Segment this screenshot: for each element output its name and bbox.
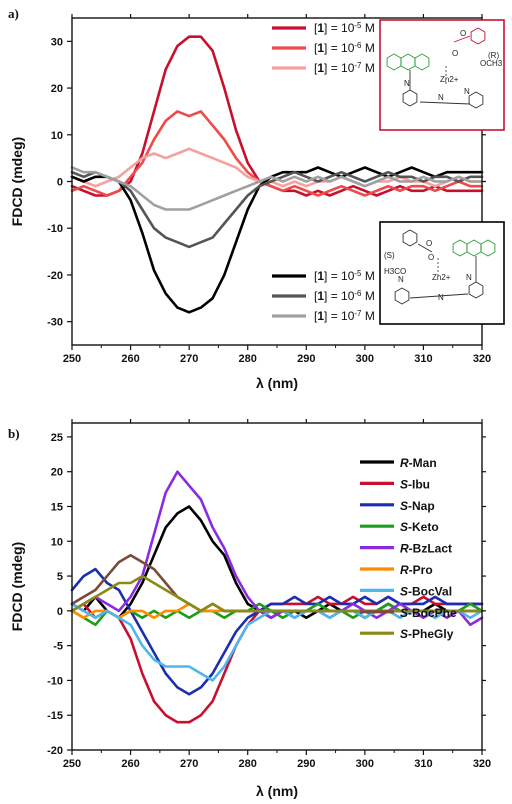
y-tick-label: -20: [47, 270, 63, 282]
panel-label: b): [8, 426, 20, 441]
x-tick-label: 320: [473, 758, 491, 770]
x-tick-label: 250: [63, 353, 81, 365]
x-tick-label: 250: [63, 758, 81, 770]
pyridine-ring: [394, 287, 410, 305]
y-tick-label: 10: [51, 536, 63, 548]
phenyl-ring: [402, 229, 418, 247]
x-axis-label: λ (nm): [256, 375, 298, 391]
x-tick-label: 320: [473, 353, 491, 365]
x-tick-label: 260: [121, 758, 139, 770]
pyridine-ring: [402, 89, 418, 107]
inset-frame: [379, 19, 505, 131]
x-tick-label: 270: [180, 353, 198, 365]
inset-frame: [379, 221, 505, 325]
x-tick-label: 260: [121, 353, 139, 365]
legend-right: R-Man S-Ibu S-Nap S-Keto R-BzLact R-Pro S-BocV…: [360, 456, 457, 641]
atom-label: N: [464, 87, 470, 96]
legend-label: S-PheGly: [400, 627, 454, 641]
y-tick-label: 20: [51, 467, 63, 479]
x-tick-label: 290: [297, 758, 315, 770]
series-lines: [70, 470, 484, 724]
bond: [417, 243, 433, 253]
atom-label: (R): [488, 51, 499, 60]
x-tick-label: 300: [356, 758, 374, 770]
series-lines: [70, 35, 484, 314]
legend-label: [1] = 10-5 M: [314, 21, 375, 36]
atom-label: (S): [384, 251, 395, 260]
y-tick-label: 10: [51, 130, 63, 142]
x-axis-label: λ (nm): [256, 783, 298, 799]
atom-label: Zn2+: [432, 273, 451, 282]
panel-b: b) 250 260 270 280 290 300 310 320 -20 -15 -10 -5 0 5 1…: [8, 419, 491, 799]
y-tick-label: 20: [51, 83, 63, 95]
atom-label: N: [438, 93, 444, 102]
atom-label: OCH3: [480, 59, 503, 68]
legend-label: [1] = 10-7 M: [314, 61, 375, 76]
y-tick-label: -15: [47, 710, 63, 722]
legend-label: R-Pro: [400, 563, 433, 577]
y-tick-label: 0: [57, 177, 63, 189]
series-line-6: [70, 166, 484, 211]
atom-label: O: [426, 239, 432, 248]
anthracene-ring: [414, 53, 430, 71]
bond: [419, 101, 471, 105]
legend-label: [1] = 10-6 M: [314, 41, 375, 56]
legend-top: [1] = 10-5 M [1] = 10-6 M [1] = 10-7 M: [272, 21, 375, 76]
atom-label: N: [404, 79, 410, 88]
legend-label: R-BzLact: [400, 542, 452, 556]
bond: [409, 293, 469, 299]
y-tick-label: 0: [57, 606, 63, 618]
atom-label: O: [460, 29, 466, 38]
panel-a: a) 250 260 270 280 290 300 310 320 -30 -20 -10 0 10 20…: [8, 6, 505, 391]
atom-label: O: [452, 49, 458, 58]
y-tick-label: -10: [47, 223, 63, 235]
atom-label: N: [466, 273, 472, 282]
legend-label: S-BocPhe: [400, 606, 457, 620]
inset-structure-s: (S) H3CO OO N Zn2+ N N: [379, 221, 505, 325]
legend-label: S-Ibu: [400, 477, 430, 491]
series-line-4: [70, 166, 484, 314]
panel-label: a): [8, 6, 19, 21]
bond: [453, 35, 471, 43]
legend-bottom: [1] = 10-5 M [1] = 10-6 M [1] = 10-7 M: [272, 269, 375, 324]
y-tick-label: 25: [51, 432, 63, 444]
y-tick-label: 30: [51, 36, 63, 48]
legend-label: [1] = 10-6 M: [314, 289, 375, 304]
atom-label: N: [398, 275, 404, 284]
legend-label: [1] = 10-5 M: [314, 269, 375, 284]
y-axis-label: FDCD (mdeg): [9, 137, 25, 226]
y-tick-label: 15: [51, 501, 63, 513]
x-tick-label: 300: [356, 353, 374, 365]
x-tick-label: 280: [239, 758, 257, 770]
y-tick-label: -30: [47, 317, 63, 329]
x-tick-label: 290: [297, 353, 315, 365]
atom-label: N: [438, 293, 444, 302]
inset-structure-r: (R)OCH3 O O N Zn2+ N N: [379, 19, 505, 131]
series-line-s-phegly: [70, 574, 484, 613]
pyridine-ring: [468, 281, 484, 299]
y-tick-label: -10: [47, 675, 63, 687]
y-tick-label: 5: [57, 571, 63, 583]
legend-label: S-Nap: [400, 499, 435, 513]
atom-label: O: [428, 253, 434, 262]
series-line-s-nap: [70, 567, 484, 696]
legend-label: [1] = 10-7 M: [314, 309, 375, 324]
legend-label: S-BocVal: [400, 584, 452, 598]
atom-label: H3CO: [384, 267, 406, 276]
atom-label: Zn2+: [440, 75, 459, 84]
x-tick-label: 310: [414, 758, 432, 770]
y-axis-label: FDCD (mdeg): [9, 542, 25, 631]
y-tick-label: -5: [53, 641, 63, 653]
legend-label: R-Man: [400, 456, 437, 470]
phenyl-ring: [470, 27, 486, 45]
anthracene-ring: [480, 239, 496, 257]
pyridine-ring: [468, 91, 484, 109]
y-tick-label: -20: [47, 745, 63, 757]
x-tick-label: 280: [239, 353, 257, 365]
legend-label: S-Keto: [400, 520, 439, 534]
x-tick-label: 270: [180, 758, 198, 770]
series-line-2: [70, 110, 484, 197]
x-tick-label: 310: [414, 353, 432, 365]
